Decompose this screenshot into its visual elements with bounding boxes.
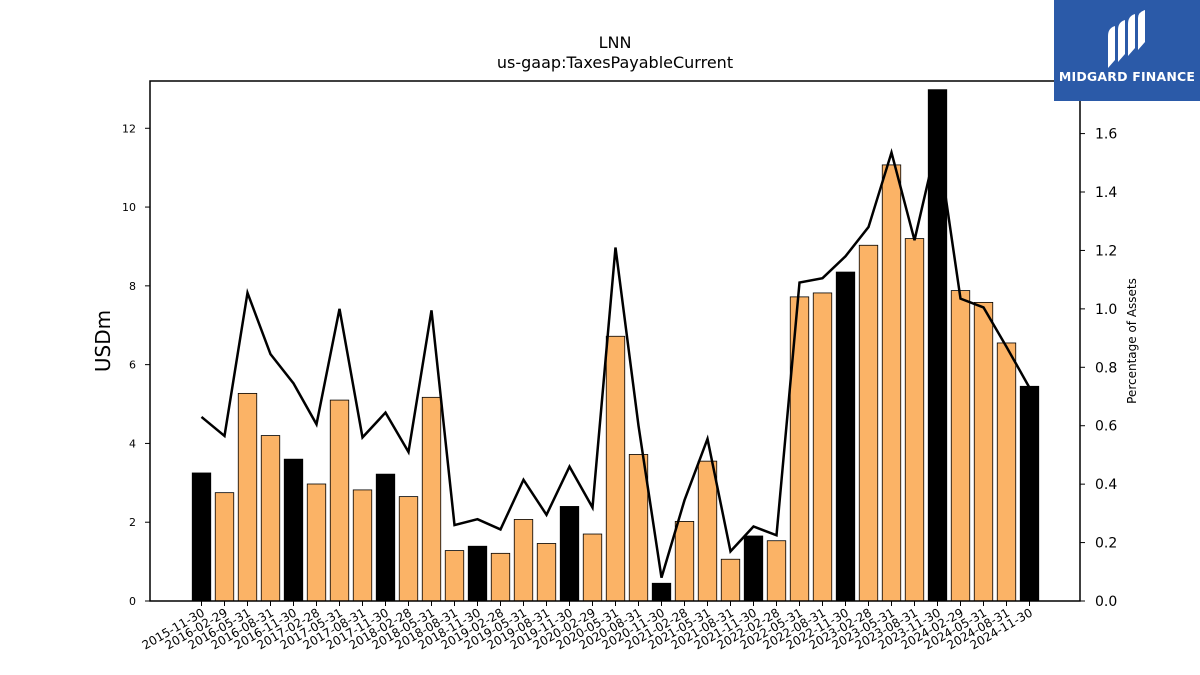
bar [674,521,695,602]
y2-tick-label: 0.2 [1095,536,1117,552]
bar [283,458,304,602]
y-tick-label: 10 [122,201,136,214]
bar [812,292,833,602]
bar [214,492,235,602]
bar [697,460,718,602]
bar [766,540,787,602]
bar [513,519,534,602]
bar [743,535,764,602]
y2-tick-label: 0.4 [1095,477,1117,493]
bar [904,238,925,602]
chart-title: LNN [599,33,632,52]
bar [720,558,741,602]
bar [651,582,672,602]
y-tick-label: 0 [129,595,136,608]
bar [444,550,465,602]
logo-text: MIDGARD FINANCE [1058,69,1196,84]
bar [973,301,994,602]
line-group [200,140,1031,578]
bar [835,271,856,602]
right-axis: 0.0 0.2 0.4 0.6 0.8 1.0 1.2 1.4 1.6 [1080,127,1117,610]
bar [352,489,373,602]
y2-tick-label: 0.6 [1095,419,1117,435]
bar [329,399,350,602]
bar [306,483,327,602]
bar [260,435,281,602]
y2-axis-label: Percentage of Assets [1125,278,1139,404]
bars-group [191,89,1040,602]
bar [559,506,580,602]
y-tick-label: 4 [129,437,136,450]
left-axis: 0 2 4 6 8 10 12 [122,122,150,608]
y-tick-label: 2 [129,516,136,529]
bar [881,164,902,602]
y2-tick-label: 1.4 [1095,185,1117,201]
bar [375,473,396,602]
bar [1019,385,1040,602]
bar [858,244,879,602]
bar [490,552,511,602]
y2-tick-label: 0.0 [1095,594,1117,610]
y-tick-label: 8 [129,280,136,293]
bar [536,543,557,602]
bar [398,496,419,602]
y2-tick-label: 1.2 [1095,243,1117,259]
y2-tick-label: 1.6 [1095,127,1117,143]
x-axis: 2015-11-302016-02-292016-05-312016-08-31… [140,601,1035,652]
bar [605,335,626,602]
midgard-logo-icon [1108,10,1145,68]
chart-subtitle: us-gaap:TaxesPayableCurrent [497,53,733,72]
bar [996,342,1017,602]
y2-tick-label: 0.8 [1095,360,1117,376]
bar [237,392,258,602]
y-tick-label: 6 [129,359,136,372]
y2-tick-label: 1.0 [1095,302,1117,318]
brand-logo: MIDGARD FINANCE [1054,0,1200,101]
bar [467,545,488,602]
bar [582,533,603,602]
bar [191,472,212,602]
percentage-line [200,140,1031,578]
y-tick-label: 12 [122,122,136,135]
bar [421,396,442,602]
bar [950,290,971,602]
y-axis-label: USDm [91,310,115,372]
